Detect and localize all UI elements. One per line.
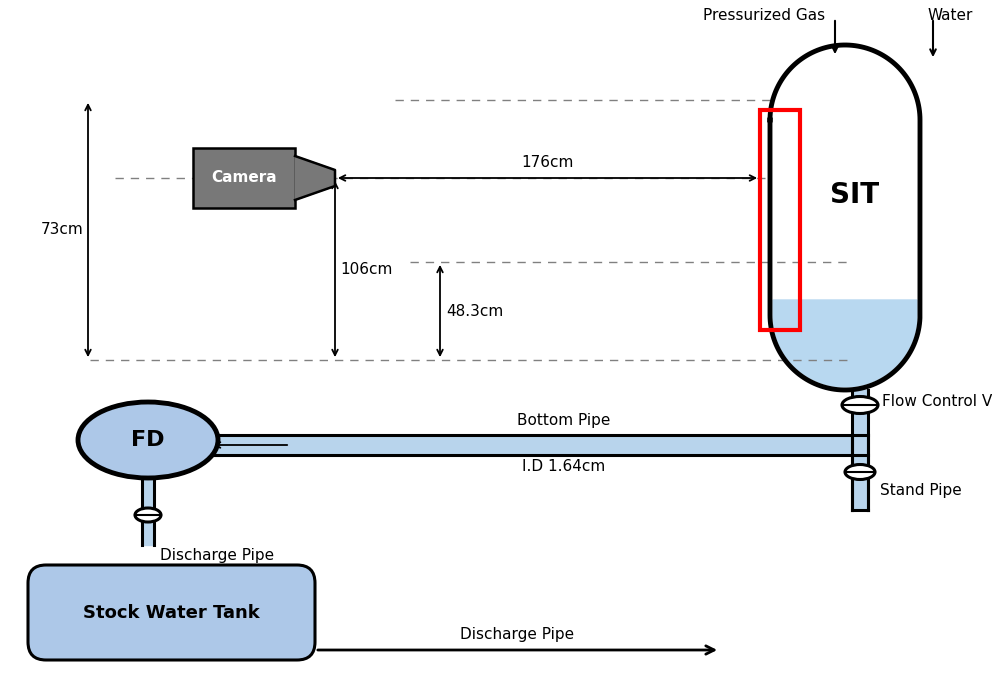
Text: 176cm: 176cm [522, 155, 573, 170]
Text: FD: FD [131, 430, 165, 450]
Text: 106cm: 106cm [340, 261, 393, 276]
Text: Bottom Pipe: Bottom Pipe [517, 413, 611, 428]
Text: SIT: SIT [830, 181, 880, 209]
Text: Camera: Camera [211, 170, 277, 185]
Text: Discharge Pipe: Discharge Pipe [160, 548, 274, 563]
Text: Water: Water [928, 8, 973, 23]
Text: 73cm: 73cm [41, 222, 83, 237]
Polygon shape [295, 156, 335, 200]
Bar [200, 435, 218, 455]
Bar [200, 435, 868, 455]
Bar [142, 475, 154, 545]
Text: Stock Water Tank: Stock Water Tank [83, 603, 260, 622]
Ellipse shape [845, 464, 875, 479]
Text: I.D 1.64cm: I.D 1.64cm [523, 459, 606, 474]
Bar [852, 390, 868, 510]
Ellipse shape [842, 397, 878, 414]
Text: 48.3cm: 48.3cm [446, 304, 503, 319]
Bar [760, 110, 800, 330]
Ellipse shape [78, 402, 218, 478]
Text: Discharge Pipe: Discharge Pipe [460, 627, 574, 642]
FancyBboxPatch shape [28, 565, 315, 660]
Text: Stand Pipe: Stand Pipe [880, 482, 962, 497]
Bar [193, 148, 295, 208]
Text: Flow Control Valve: Flow Control Valve [882, 395, 992, 410]
Bar [852, 435, 868, 510]
Polygon shape [773, 300, 917, 387]
Ellipse shape [135, 508, 161, 522]
Text: Pressurized Gas: Pressurized Gas [703, 8, 825, 23]
